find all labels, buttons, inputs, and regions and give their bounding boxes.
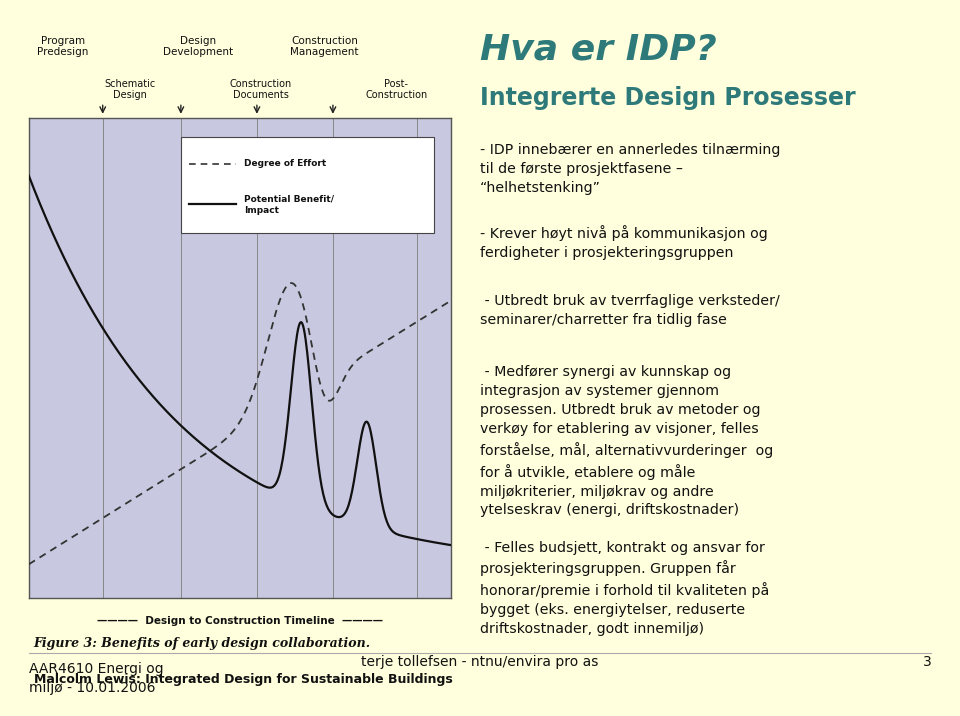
- Text: Malcolm Lewis: Integrated Design for Sustainable Buildings: Malcolm Lewis: Integrated Design for Sus…: [34, 673, 452, 686]
- Text: - IDP innebærer en annerledes tilnærming
til de første prosjektfasene –
“helhets: - IDP innebærer en annerledes tilnærming…: [480, 143, 780, 195]
- Text: Program
Predesign: Program Predesign: [36, 36, 88, 57]
- Text: Figure 3: Benefits of early design collaboration.: Figure 3: Benefits of early design colla…: [34, 637, 371, 650]
- Text: ————  Design to Construction Timeline  ————: ———— Design to Construction Timeline ———…: [97, 616, 383, 626]
- Text: Construction
Management: Construction Management: [290, 36, 359, 57]
- Text: Potential Benefit/
Impact: Potential Benefit/ Impact: [244, 195, 334, 215]
- Text: - Felles budsjett, kontrakt og ansvar for
prosjekteringsgruppen. Gruppen får
hon: - Felles budsjett, kontrakt og ansvar fo…: [480, 541, 769, 636]
- Text: Integrerte Design Prosesser: Integrerte Design Prosesser: [480, 86, 855, 110]
- Text: - Krever høyt nivå på kommunikasjon og
ferdigheter i prosjekteringsgruppen: - Krever høyt nivå på kommunikasjon og f…: [480, 226, 768, 261]
- Text: Degree of Effort: Degree of Effort: [244, 159, 326, 168]
- Text: Construction
Documents: Construction Documents: [230, 79, 292, 100]
- Text: Post-
Construction: Post- Construction: [365, 79, 427, 100]
- Text: terje tollefsen - ntnu/envira pro as: terje tollefsen - ntnu/envira pro as: [361, 655, 599, 669]
- Text: AAR4610 Energi og
miljø - 10.01.2006: AAR4610 Energi og miljø - 10.01.2006: [29, 662, 163, 695]
- Text: Design
Development: Design Development: [162, 36, 233, 57]
- Bar: [180, 137, 434, 233]
- Text: Schematic
Design: Schematic Design: [105, 79, 156, 100]
- Text: - Medfører synergi av kunnskap og
integrasjon av systemer gjennom
prosessen. Utb: - Medfører synergi av kunnskap og integr…: [480, 365, 773, 518]
- Text: 3: 3: [923, 655, 931, 669]
- Text: Hva er IDP?: Hva er IDP?: [480, 32, 717, 66]
- Text: - Utbredt bruk av tverrfaglige verksteder/
seminarer/charretter fra tidlig fase: - Utbredt bruk av tverrfaglige verkstede…: [480, 294, 780, 326]
